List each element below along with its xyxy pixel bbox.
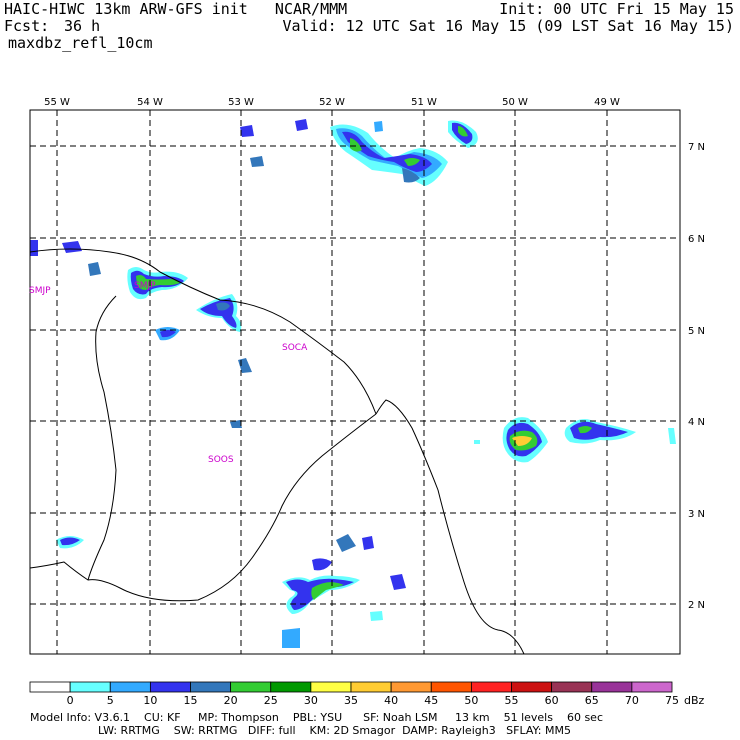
colorbar-swatch — [470, 681, 512, 693]
colorbar-swatch — [29, 681, 71, 693]
model-info-line2: LW: RRTMG SW: RRTMG DIFF: full KM: 2D Sm… — [98, 724, 571, 737]
colorbar — [29, 681, 673, 693]
map-frame — [29, 109, 681, 655]
colorbar-tick: 55 — [504, 694, 519, 707]
colorbar-tick: 75 — [665, 694, 679, 707]
colorbar-tick: 50 — [464, 694, 479, 707]
colorbar-swatch — [109, 681, 151, 693]
colorbar-tick: 70 — [624, 694, 639, 707]
colorbar-tick: 20 — [223, 694, 238, 707]
colorbar-swatch — [190, 681, 232, 693]
lon-label: 50 W — [502, 97, 528, 108]
lat-label: 3 N — [688, 509, 705, 520]
lon-label: 55 W — [44, 97, 70, 108]
lon-label: 51 W — [411, 97, 437, 108]
colorbar-tick: 10 — [143, 694, 158, 707]
lon-label: 54 W — [137, 97, 163, 108]
colorbar-tick: 40 — [384, 694, 399, 707]
coastlines — [29, 248, 525, 655]
forecast-label: Fcst: — [4, 17, 50, 35]
colorbar-unit: dBz — [684, 694, 705, 707]
colorbar-tick: 25 — [263, 694, 278, 707]
lat-label: 5 N — [688, 326, 705, 337]
colorbar-swatch — [230, 681, 272, 693]
colorbar-tick: 65 — [584, 694, 599, 707]
init-time: Init: 00 UTC Fri 15 May 15 — [499, 0, 734, 18]
colorbar-tick: 30 — [303, 694, 318, 707]
station-label: SMJP — [134, 281, 156, 291]
colorbar-swatch — [390, 681, 432, 693]
colorbar-swatch — [69, 681, 111, 693]
lat-label: 6 N — [688, 234, 705, 245]
colorbar-tick: 45 — [424, 694, 439, 707]
latitude-labels: 7 N 6 N 5 N 4 N 3 N 2 N — [688, 142, 705, 611]
colorbar-tick: 0 — [66, 694, 74, 707]
lat-label: 2 N — [688, 600, 705, 611]
reflectivity-cells — [30, 119, 676, 648]
station-label: SOCA — [282, 343, 308, 353]
colorbar-swatch — [149, 681, 191, 693]
lat-label: 4 N — [688, 417, 705, 428]
colorbar-tick: 15 — [183, 694, 198, 707]
lon-label: 52 W — [319, 97, 345, 108]
lat-label: 7 N — [688, 142, 705, 153]
colorbar-swatch — [511, 681, 553, 693]
lon-label: 49 W — [594, 97, 620, 108]
station-label: SMJP — [29, 286, 51, 296]
lon-label: 53 W — [228, 97, 254, 108]
forecast-hour: 36 h — [64, 17, 101, 35]
colorbar-swatch — [430, 681, 472, 693]
lat-lon-grid — [30, 110, 680, 654]
colorbar-swatch — [551, 681, 593, 693]
colorbar-tick: 5 — [106, 694, 114, 707]
colorbar-swatch — [631, 681, 673, 693]
colorbar-tick: 60 — [544, 694, 559, 707]
model-info-line1: Model Info: V3.6.1 CU: KF MP: Thompson P… — [30, 711, 603, 724]
plot-title: HAIC-HIWC 13km ARW-GFS init NCAR/MMM — [4, 0, 348, 18]
station-labels: SMJP SMJP SOCA SOOS — [29, 281, 308, 465]
longitude-labels: 55 W 54 W 53 W 52 W 51 W 50 W 49 W — [44, 97, 620, 108]
station-label: SOOS — [208, 455, 234, 465]
colorbar-tick: 35 — [344, 694, 358, 707]
field-name: maxdbz_refl_10cm — [8, 34, 153, 52]
colorbar-swatch — [310, 681, 352, 693]
colorbar-swatch — [591, 681, 633, 693]
valid-time: Valid: 12 UTC Sat 16 May 15 (09 LST Sat … — [282, 17, 734, 35]
colorbar-swatch — [270, 681, 312, 693]
colorbar-swatch — [350, 681, 392, 693]
